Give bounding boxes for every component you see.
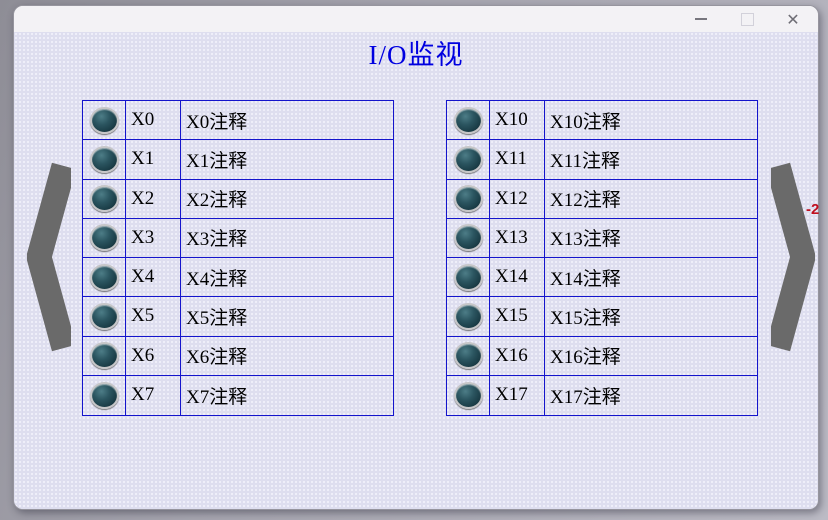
maximize-icon xyxy=(740,12,754,26)
io-indicator-lamp-icon xyxy=(89,302,119,330)
io-indicator-lamp-icon xyxy=(453,263,483,291)
io-indicator-lamp-icon xyxy=(453,302,483,330)
io-row: X15 X15注释 xyxy=(447,297,757,337)
io-point-label: X0 xyxy=(125,101,180,140)
io-comment: X3注释 xyxy=(180,218,393,257)
chevron-left-icon xyxy=(26,162,71,352)
io-point-label: X7 xyxy=(125,375,180,415)
io-indicator-lamp-icon xyxy=(453,145,483,173)
lamp-cell xyxy=(447,376,489,415)
io-comment: X7注释 xyxy=(180,375,393,415)
io-comment: X15注释 xyxy=(544,297,757,336)
lamp-cell xyxy=(83,219,125,257)
io-row: X2 X2注释 xyxy=(83,179,393,219)
io-comment: X16注释 xyxy=(544,336,757,375)
io-row: X17 X17注释 xyxy=(447,375,757,415)
io-comment: X13注释 xyxy=(544,218,757,257)
io-point-label: X12 xyxy=(489,179,544,218)
lamp-cell xyxy=(447,101,489,139)
io-point-label: X1 xyxy=(125,140,180,179)
io-row: X7 X7注释 xyxy=(83,375,393,415)
io-comment: X5注释 xyxy=(180,297,393,336)
io-row: X10 X10注释 xyxy=(447,101,757,141)
io-point-label: X17 xyxy=(489,375,544,415)
io-row: X3 X3注释 xyxy=(83,218,393,258)
io-row: X5 X5注释 xyxy=(83,297,393,337)
io-point-label: X2 xyxy=(125,179,180,218)
close-button[interactable]: ✕ xyxy=(776,7,810,31)
io-point-label: X4 xyxy=(125,258,180,297)
io-comment: X17注释 xyxy=(544,375,757,415)
io-point-label: X16 xyxy=(489,336,544,375)
io-row: X14 X14注释 xyxy=(447,258,757,298)
lamp-cell xyxy=(447,140,489,178)
lamp-cell xyxy=(447,180,489,218)
prev-page-button[interactable] xyxy=(25,159,71,355)
lamp-cell xyxy=(447,258,489,296)
lamp-cell xyxy=(83,376,125,415)
chevron-right-icon xyxy=(771,162,816,352)
close-icon: ✕ xyxy=(786,9,800,29)
io-point-label: X15 xyxy=(489,297,544,336)
screen-content: I/O监视 X0 X0注释 X1 X1注释 X2 X2注释 X3 X3注释 xyxy=(14,32,818,509)
io-table-x10-x17: X10 X10注释 X11 X11注释 X12 X12注释 X13 X13注释 … xyxy=(446,100,758,416)
io-comment: X0注释 xyxy=(180,101,393,140)
io-indicator-lamp-icon xyxy=(89,224,119,252)
io-comment: X12注释 xyxy=(544,179,757,218)
page-title: I/O监视 xyxy=(368,40,464,70)
lamp-cell xyxy=(83,140,125,178)
io-point-label: X5 xyxy=(125,297,180,336)
lamp-cell xyxy=(447,337,489,375)
io-row: X4 X4注释 xyxy=(83,258,393,298)
io-point-label: X10 xyxy=(489,101,544,140)
io-point-label: X6 xyxy=(125,336,180,375)
io-point-label: X3 xyxy=(125,218,180,257)
lamp-cell xyxy=(83,101,125,139)
window-titlebar: ✕ xyxy=(14,6,818,32)
lamp-cell xyxy=(83,180,125,218)
io-comment: X4注释 xyxy=(180,258,393,297)
io-row: X13 X13注释 xyxy=(447,218,757,258)
io-comment: X6注释 xyxy=(180,336,393,375)
io-row: X16 X16注释 xyxy=(447,336,757,376)
io-indicator-lamp-icon xyxy=(89,263,119,291)
io-comment: X2注释 xyxy=(180,179,393,218)
io-row: X11 X11注释 xyxy=(447,140,757,180)
io-comment: X14注释 xyxy=(544,258,757,297)
lamp-cell xyxy=(447,297,489,335)
io-row: X6 X6注释 xyxy=(83,336,393,376)
io-indicator-lamp-icon xyxy=(453,342,483,370)
next-page-button[interactable] xyxy=(771,159,817,355)
io-comment: X1注释 xyxy=(180,140,393,179)
io-point-label: X13 xyxy=(489,218,544,257)
lamp-cell xyxy=(447,219,489,257)
io-table-x0-x7: X0 X0注释 X1 X1注释 X2 X2注释 X3 X3注释 X4 X xyxy=(82,100,394,416)
lamp-cell xyxy=(83,258,125,296)
io-point-label: X14 xyxy=(489,258,544,297)
io-indicator-lamp-icon xyxy=(89,381,119,409)
maximize-button[interactable] xyxy=(730,7,764,31)
io-indicator-lamp-icon xyxy=(453,185,483,213)
io-point-label: X11 xyxy=(489,140,544,179)
io-indicator-lamp-icon xyxy=(89,145,119,173)
lamp-cell xyxy=(83,297,125,335)
io-indicator-lamp-icon xyxy=(89,185,119,213)
io-indicator-lamp-icon xyxy=(89,342,119,370)
io-monitor-window: ✕ I/O监视 X0 X0注释 X1 X1注释 X2 X2注释 xyxy=(13,5,819,510)
page-marker: -2 xyxy=(806,201,820,218)
io-row: X12 X12注释 xyxy=(447,179,757,219)
io-indicator-lamp-icon xyxy=(453,224,483,252)
io-row: X0 X0注释 xyxy=(83,101,393,141)
io-indicator-lamp-icon xyxy=(453,106,483,134)
minimize-icon xyxy=(695,18,707,20)
io-indicator-lamp-icon xyxy=(89,106,119,134)
io-indicator-lamp-icon xyxy=(453,381,483,409)
io-comment: X10注释 xyxy=(544,101,757,140)
lamp-cell xyxy=(83,337,125,375)
io-row: X1 X1注释 xyxy=(83,140,393,180)
io-comment: X11注释 xyxy=(544,140,757,179)
minimize-button[interactable] xyxy=(684,7,718,31)
